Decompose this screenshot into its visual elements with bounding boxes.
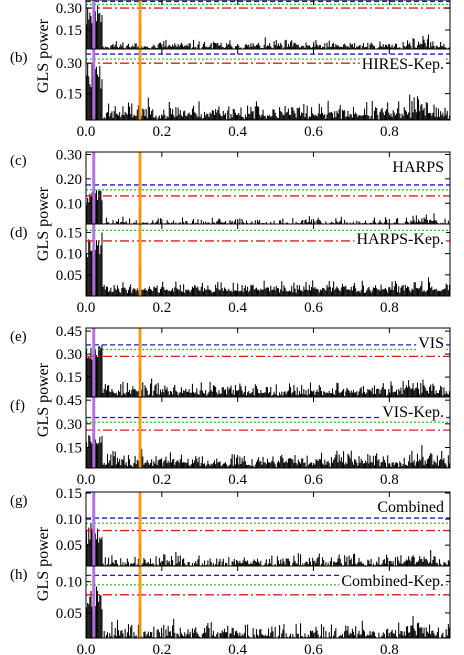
y-tick-label: 0.15	[56, 370, 82, 386]
x-tick-label: 0.4	[228, 124, 247, 140]
x-tick-label: 0.4	[228, 472, 247, 488]
panel-label: HIRES-Kep.	[362, 56, 444, 73]
panel-e: 0.15 0.30 0.45 (e) VIS	[10, 324, 451, 398]
x-tick-label: 0.8	[380, 642, 399, 655]
panel-label-backing	[380, 404, 446, 421]
panel-letter: (e)	[10, 329, 27, 345]
x-tick-label: 0.0	[77, 300, 96, 316]
x-tick-label: 0.2	[152, 642, 171, 655]
panel-letter: (c)	[10, 153, 27, 169]
y-tick-label: 0.30	[56, 56, 82, 72]
x-tick-label: 0.6	[304, 472, 323, 488]
panel-label-backing	[354, 231, 446, 248]
y-tick-label: 0.10	[56, 512, 82, 528]
x-tick-label: 0.0	[77, 642, 96, 655]
panels-layer: 0.15 0.30 0.15 0.30 0.0 0.2 0.4 0.6 0.8 (b) HIRES-…	[10, 0, 451, 655]
panel-label: Combined	[377, 499, 444, 516]
x-tick-label: 0.4	[228, 300, 247, 316]
panel-label: VIS-Kep.	[382, 404, 444, 421]
x-tick-label: 0.2	[152, 124, 171, 140]
panel-label-backing	[375, 499, 446, 516]
y-axis-label: GLS power	[35, 362, 52, 437]
panel-h: 0.05 0.10 0.0 0.2 0.4 0.6 0.8 (h) Combined-Kep.	[10, 565, 451, 655]
y-tick-label: 0.15	[56, 23, 82, 39]
x-tick-label: 0.8	[380, 472, 399, 488]
panel-letter: (h)	[10, 567, 28, 583]
x-tick-label: 0.2	[152, 472, 171, 488]
panel-letter: (b)	[10, 50, 28, 66]
y-tick-label: 0.05	[56, 606, 82, 622]
x-tick-label: 0.8	[380, 124, 399, 140]
panel-letter: (d)	[10, 225, 28, 241]
panel-label: HARPS-Kep.	[356, 231, 444, 248]
y-tick-label: 0.10	[56, 196, 82, 212]
y-axis-label: GLS power	[35, 18, 52, 93]
y-tick-label: 0.15	[56, 486, 82, 502]
panel-label-backing	[339, 573, 446, 590]
y-tick-label: 0.15	[56, 225, 82, 241]
panel-frame	[85, 48, 451, 121]
y-tick-label: 0.30	[56, 417, 82, 433]
x-tick-label: 0.0	[77, 472, 96, 488]
panel-label-backing	[416, 335, 446, 352]
panel-label: VIS	[418, 335, 444, 352]
panel-b: 0.15 0.30 0.0 0.2 0.4 0.6 0.8 (b) HIRES-Kep.	[10, 48, 451, 140]
panel-a: 0.15 0.30	[56, 0, 451, 50]
y-tick-label: 0.10	[56, 575, 82, 591]
panel-g: 0.05 0.10 0.15 (g) Combined	[10, 486, 451, 567]
y-axis-label: GLS power	[35, 186, 52, 261]
y-tick-label: 0.05	[56, 268, 82, 284]
panel-letter: (g)	[10, 493, 28, 509]
panel-label-backing	[359, 56, 446, 73]
x-tick-label: 0.6	[304, 300, 323, 316]
x-tick-label: 0.6	[304, 642, 323, 655]
x-tick-label: 0.4	[228, 642, 247, 655]
y-tick-label: 0.45	[56, 393, 82, 409]
x-tick-label: 0.2	[152, 300, 171, 316]
panel-c: 0.10 0.20 0.30 (c) HARPS	[10, 147, 451, 225]
panel-frame	[85, 396, 451, 469]
y-tick-label: 0.30	[56, 347, 82, 363]
y-tick-label: 0.20	[56, 172, 82, 188]
x-tick-label: 0.6	[304, 124, 323, 140]
y-tick-label: 0.30	[56, 1, 82, 17]
panel-frame	[85, 565, 451, 639]
y-tick-label: 0.30	[56, 147, 82, 163]
panel-f: 0.15 0.30 0.45 0.0 0.2 0.4 0.6 0.8 (f) VIS-Kep.	[10, 393, 451, 488]
panel-d: 0.05 0.10 0.15 0.0 0.2 0.4 0.6 0.8 (d) HARPS-Kep.	[10, 223, 451, 316]
panel-letter: (f)	[10, 398, 25, 414]
x-tick-label: 0.0	[77, 124, 96, 140]
panel-frame	[85, 223, 451, 297]
y-tick-label: 0.15	[56, 87, 82, 103]
y-tick-label: 0.45	[56, 324, 82, 340]
y-tick-label: 0.05	[56, 538, 82, 554]
y-tick-label: 0.15	[56, 440, 82, 456]
y-tick-label: 0.10	[56, 247, 82, 263]
panel-label: Combined-Kep.	[341, 573, 444, 590]
panel-label-backing	[390, 159, 446, 176]
x-tick-label: 0.8	[380, 300, 399, 316]
panel-label: HARPS	[392, 159, 444, 176]
y-axis-label: GLS power	[35, 526, 52, 601]
